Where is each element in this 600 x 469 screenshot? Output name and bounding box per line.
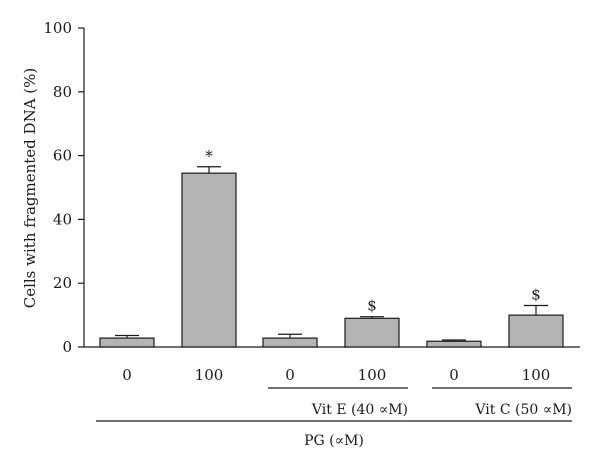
significance-marker: * (205, 147, 213, 165)
significance-marker: $ (531, 286, 541, 304)
pg-label: PG (∝M) (304, 433, 364, 449)
y-axis: 0 20 40 60 80 100 (43, 19, 85, 356)
y-tick-label: 40 (53, 210, 72, 228)
bar (99, 337, 155, 348)
y-tick-label: 100 (43, 19, 72, 37)
group-label: Vit E (40 ∝M) (311, 402, 408, 418)
x-tick-label: 100 (358, 366, 387, 384)
bar (344, 317, 400, 348)
x-tick-label: 0 (449, 366, 459, 384)
y-axis-title: Cells with fragmented DNA (%) (21, 68, 39, 309)
x-tick-label: 100 (195, 366, 224, 384)
y-tick-label: 20 (53, 274, 72, 292)
x-tick-label: 0 (122, 366, 132, 384)
y-tick-label: 0 (62, 338, 72, 356)
x-tick-label: 100 (522, 366, 551, 384)
bar (262, 337, 318, 348)
x-tick-label: 0 (285, 366, 295, 384)
bar (181, 172, 237, 348)
y-tick-label: 60 (53, 147, 72, 165)
bar (508, 314, 564, 348)
significance-marker: $ (367, 297, 377, 315)
y-tick-label: 80 (53, 83, 72, 101)
group-label: Vit C (50 ∝M) (474, 402, 572, 418)
bar (426, 340, 482, 348)
